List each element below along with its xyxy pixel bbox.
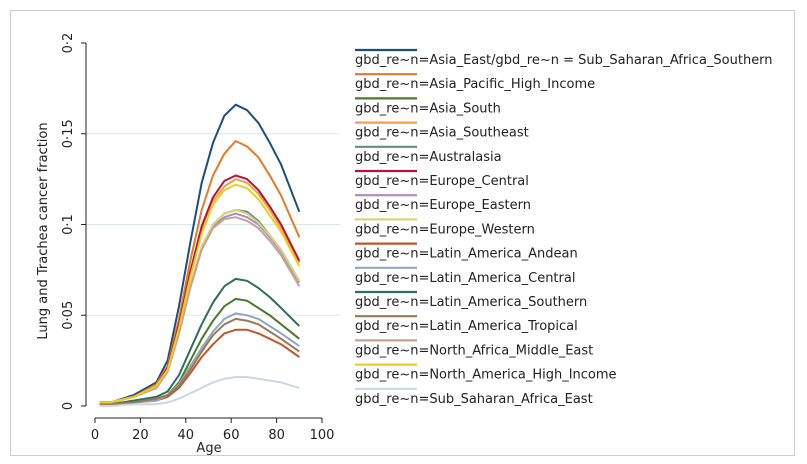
x-tick-label: 80 <box>268 428 285 443</box>
legend-label: gbd_re~n=North_Africa_Middle_East <box>355 343 593 358</box>
series-line-9 <box>99 328 300 406</box>
x-tick-label: 20 <box>132 428 149 443</box>
series-line-1 <box>99 103 301 404</box>
legend-label: gbd_re~n=Asia_East/gbd_re~n = Sub_Sahara… <box>355 53 773 68</box>
legend-label: gbd_re~n=North_America_High_Income <box>355 368 617 383</box>
legend-label: gbd_re~n=Sub_Saharan_Africa_East <box>355 392 593 407</box>
legend-label: gbd_re~n=Latin_America_Central <box>355 271 575 286</box>
series-line-11 <box>99 277 301 406</box>
series-line-14 <box>99 183 301 404</box>
series-line-4 <box>99 178 301 404</box>
x-tick-label: 40 <box>178 428 195 443</box>
legend-label: gbd_re~n=Latin_America_Southern <box>355 295 587 310</box>
x-tick-label: 60 <box>223 428 240 443</box>
series-line-15 <box>99 376 300 407</box>
legend-label: gbd_re~n=Europe_Eastern <box>355 198 531 213</box>
x-tick-label: 0 <box>91 428 99 443</box>
y-axis-title: Lung and Trachea cancer fraction <box>36 122 51 339</box>
y-tick-label: 0·2 <box>61 33 76 54</box>
legend-label: gbd_re~n=Europe_Central <box>355 174 529 189</box>
y-tick-label: 0·15 <box>61 119 76 148</box>
legend-label: gbd_re~n=Asia_Pacific_High_Income <box>355 77 595 92</box>
y-axis-ticks: 0 0·05 0·1 0·15 0·2 <box>61 33 86 410</box>
legend-label: gbd_re~n=Asia_South <box>355 101 501 116</box>
legend-label: gbd_re~n=Latin_America_Tropical <box>355 319 578 334</box>
x-axis-title: Age <box>196 441 221 456</box>
series-line-2 <box>99 140 301 404</box>
legend-label: gbd_re~n=Latin_America_Andean <box>355 247 578 262</box>
series-lines <box>99 103 301 407</box>
legend: gbd_re~n=Asia_East/gbd_re~n = Sub_Sahara… <box>355 48 773 407</box>
legend-label: gbd_re~n=Australasia <box>355 150 502 165</box>
chart-frame <box>10 10 795 456</box>
legend-label: gbd_re~n=Asia_Southeast <box>355 126 529 141</box>
y-tick-label: 0·05 <box>61 301 76 330</box>
x-axis-ticks: 0 20 40 60 80 100 <box>91 418 335 443</box>
y-tick-label: 0·1 <box>61 214 76 235</box>
x-tick-label: 100 <box>310 428 335 443</box>
y-tick-label: 0 <box>61 402 76 410</box>
series-line-12 <box>99 317 300 406</box>
legend-label: gbd_re~n=Europe_Western <box>355 222 535 237</box>
axes <box>85 43 322 419</box>
